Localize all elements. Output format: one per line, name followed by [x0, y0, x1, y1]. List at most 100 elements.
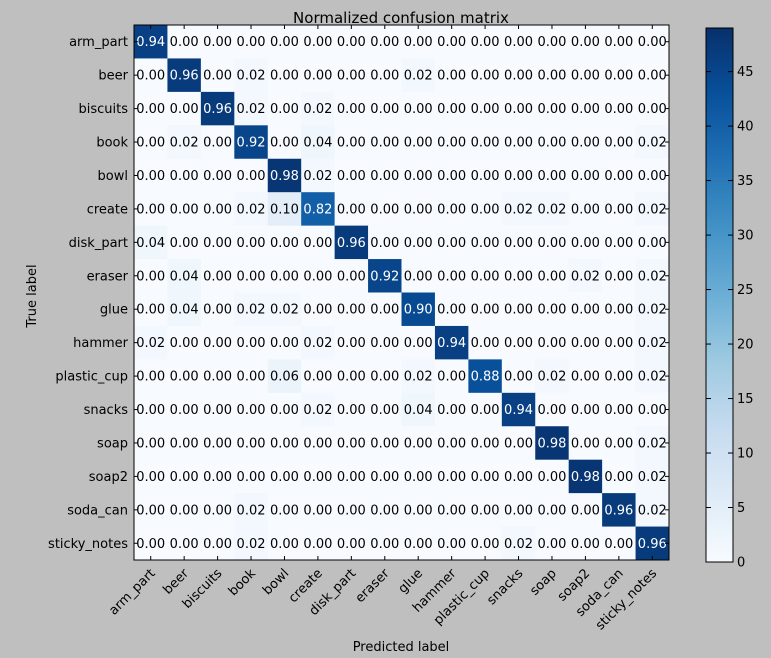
heatmap-cell [301, 292, 336, 327]
heatmap-cell [368, 192, 402, 227]
colorbar-tick-label: 30 [737, 229, 754, 244]
heatmap-cell [368, 426, 402, 461]
cell-value-label: 0.00 [638, 69, 667, 84]
cell-value-label: 0.00 [370, 136, 399, 151]
cell-value-label: 0.00 [237, 403, 266, 418]
heatmap-cell [301, 192, 336, 227]
heatmap-cell [401, 292, 436, 327]
heatmap-cell [468, 225, 503, 260]
heatmap-cell [234, 426, 269, 461]
cell-value-label: 0.00 [604, 269, 633, 284]
heatmap-cell [635, 359, 670, 394]
heatmap-cell [368, 91, 402, 126]
x-axis-label: Predicted label [353, 640, 450, 655]
cell-value-label: 0.00 [604, 303, 633, 318]
cell-value-label: 0.00 [136, 69, 165, 84]
cell-value-label: 0.00 [404, 236, 433, 251]
cell-value-label: 0.02 [638, 336, 667, 351]
heatmap-cell [368, 259, 402, 293]
heatmap-cell [200, 292, 235, 327]
heatmap-cell [200, 225, 235, 260]
heatmap-cell [434, 325, 469, 360]
cell-value-label: 0.94 [136, 35, 165, 50]
cell-value-label: 0.00 [437, 202, 466, 217]
cell-value-label: 0.00 [203, 303, 232, 318]
heatmap-cell [568, 459, 603, 494]
heatmap-cell [501, 426, 536, 461]
heatmap-cell [134, 25, 168, 59]
heatmap-cell [334, 426, 369, 461]
heatmap-cell [401, 259, 436, 293]
cell-value-label: 0.00 [437, 403, 466, 418]
cell-value-label: 0.00 [337, 470, 366, 485]
cell-value-label: 0.00 [437, 102, 466, 117]
cell-value-label: 0.00 [537, 503, 566, 518]
cell-value-label: 0.00 [504, 336, 533, 351]
heatmap-cell [635, 259, 670, 293]
heatmap-cell [167, 526, 202, 561]
cell-value-label: 0.00 [303, 370, 332, 385]
cell-value-label: 0.04 [136, 236, 165, 251]
cell-value-label: 0.00 [203, 269, 232, 284]
cell-value-label: 0.00 [170, 537, 199, 552]
cell-value-label: 0.00 [404, 202, 433, 217]
heatmap-cell [468, 25, 503, 59]
heatmap-cell [301, 493, 336, 527]
cell-value-label: 0.00 [370, 436, 399, 451]
y-tick-label: sticky_notes [48, 537, 128, 552]
cell-value-label: 0.00 [270, 136, 299, 151]
heatmap-cell [134, 158, 168, 193]
cell-value-label: 0.02 [537, 370, 566, 385]
cell-value-label: 0.00 [203, 35, 232, 50]
cell-value-label: 0.00 [404, 102, 433, 117]
heatmap-cell [368, 493, 402, 527]
heatmap-cell [602, 526, 636, 561]
heatmap-cell [535, 459, 570, 494]
cell-value-label: 0.00 [604, 102, 633, 117]
heatmap-cell [167, 426, 202, 461]
cell-value-label: 0.00 [170, 436, 199, 451]
heatmap-cell [434, 259, 469, 293]
cell-value-label: 0.00 [638, 169, 667, 184]
heatmap-cell [468, 493, 503, 527]
heatmap-cell [368, 125, 402, 160]
heatmap-cell [167, 292, 202, 327]
heatmap-cell [234, 125, 269, 160]
cell-value-label: 0.00 [437, 370, 466, 385]
cell-value-label: 0.00 [337, 503, 366, 518]
cell-value-label: 0.00 [303, 69, 332, 84]
heatmap-cell [167, 392, 202, 427]
heatmap-cell [468, 292, 503, 327]
heatmap-cell [468, 426, 503, 461]
cell-value-label: 0.00 [303, 236, 332, 251]
heatmap-cell [635, 493, 670, 527]
cell-value-label: 0.00 [537, 303, 566, 318]
cell-value-label: 0.00 [437, 136, 466, 151]
cell-value-label: 0.00 [571, 537, 600, 552]
heatmap-cell [334, 292, 369, 327]
heatmap-cell [301, 259, 336, 293]
cell-value-label: 0.00 [303, 503, 332, 518]
heatmap-cell [334, 58, 369, 93]
cell-value-label: 0.00 [571, 35, 600, 50]
heatmap-cell [501, 325, 536, 360]
colorbar-tick-label: 20 [737, 338, 754, 353]
heatmap-cell [301, 426, 336, 461]
heatmap-cell [635, 426, 670, 461]
cell-value-label: 0.92 [237, 136, 266, 151]
heatmap-cell [568, 292, 603, 327]
heatmap-cell [301, 25, 336, 59]
cell-value-label: 0.00 [504, 303, 533, 318]
cell-value-label: 0.02 [136, 336, 165, 351]
heatmap-cell [334, 359, 369, 394]
cell-value-label: 0.00 [170, 403, 199, 418]
y-tick-label: glue [100, 303, 128, 318]
cell-value-label: 0.00 [370, 303, 399, 318]
cell-value-label: 0.00 [604, 69, 633, 84]
heatmap-cell [368, 292, 402, 327]
cell-value-label: 0.00 [303, 269, 332, 284]
cell-value-label: 0.00 [370, 35, 399, 50]
cell-value-label: 0.00 [537, 537, 566, 552]
cell-value-label: 0.00 [604, 537, 633, 552]
cell-value-label: 0.00 [337, 136, 366, 151]
